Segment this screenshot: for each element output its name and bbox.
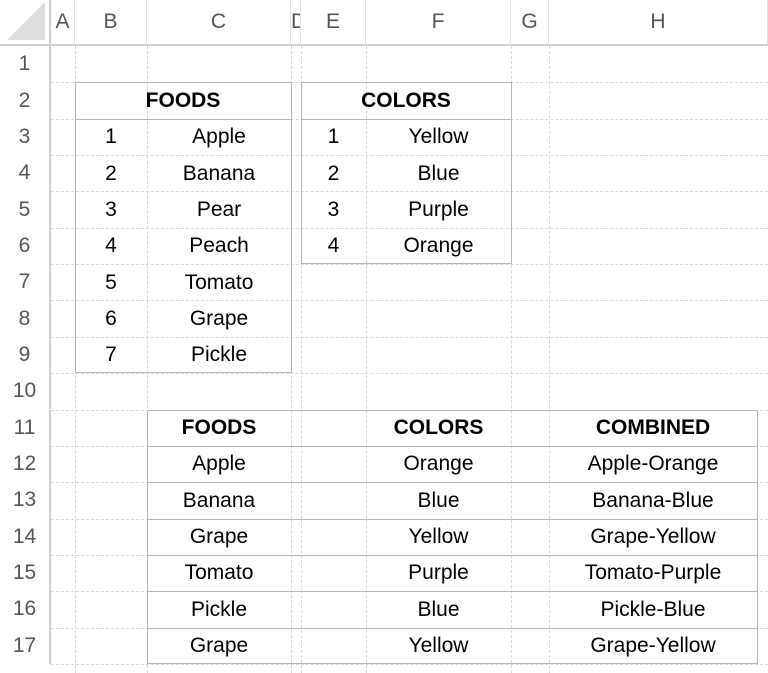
column-header-c[interactable]: C [147,0,291,46]
color-number[interactable]: 3 [327,197,340,221]
row-header-12[interactable]: 12 [0,445,51,483]
row-header-15[interactable]: 15 [0,554,51,592]
foods-table-header[interactable]: FOODS [145,88,221,112]
combined-row-divider [147,591,757,593]
row-header-6[interactable]: 6 [0,227,51,265]
food-name[interactable]: Banana [182,161,256,185]
gridline-horizontal [51,300,768,302]
colors-table-border [301,82,512,265]
colors-table-header[interactable]: COLORS [361,88,451,112]
combined-color[interactable]: Yellow [408,525,469,549]
column-header-f[interactable]: F [366,0,511,46]
gridline-horizontal [51,155,768,157]
food-name[interactable]: Grape [189,306,249,330]
food-name[interactable]: Pear [196,197,242,221]
color-number[interactable]: 4 [327,234,340,258]
row-header-2[interactable]: 2 [0,82,51,119]
color-name[interactable]: Orange [403,234,474,258]
gridline-vertical [366,46,367,673]
row-header-17[interactable]: 17 [0,627,51,664]
combined-row-divider [147,554,757,556]
gridline-vertical [301,46,302,673]
row-header-3[interactable]: 3 [0,118,51,156]
row-header-5[interactable]: 5 [0,191,51,228]
combined-row-divider [147,445,757,447]
combined-food[interactable]: Grape [189,525,249,549]
gridline-horizontal [51,264,768,266]
combined-food[interactable]: Tomato [184,561,254,585]
combined-color[interactable]: Blue [417,597,460,621]
row-header-11[interactable]: 11 [0,409,51,446]
column-header-h[interactable]: H [549,0,768,46]
combined-food[interactable]: Grape [189,634,249,658]
color-number[interactable]: 2 [327,161,340,185]
combined-food[interactable]: Apple [192,452,246,476]
gridline-horizontal [51,373,768,375]
select-all-corner[interactable] [0,0,51,46]
row-header-8[interactable]: 8 [0,300,51,337]
combined-row-divider [147,627,757,629]
combined-result[interactable]: Tomato-Purple [584,561,722,585]
foods-header-underline [75,118,291,120]
combined-row-divider [147,482,757,484]
row-header-1[interactable]: 1 [0,46,51,83]
color-number[interactable]: 1 [327,125,340,149]
gridline-horizontal [51,191,768,193]
column-header-a[interactable]: A [51,0,75,46]
combined-row-divider [147,518,757,520]
food-number[interactable]: 7 [105,343,117,367]
combined-color[interactable]: Blue [417,488,460,512]
gridline-vertical [549,46,550,673]
combined-header-foods[interactable]: FOODS [181,416,257,439]
foods-table-border [75,82,292,374]
food-number[interactable]: 4 [105,234,117,258]
row-header-16[interactable]: 16 [0,591,51,628]
column-header-g[interactable]: G [511,0,549,46]
combined-color[interactable]: Yellow [408,634,469,658]
food-name[interactable]: Apple [192,125,246,149]
gridline-vertical [147,46,148,673]
row-header-4[interactable]: 4 [0,155,51,192]
combined-color[interactable]: Purple [408,561,469,585]
gridline-vertical [511,46,512,673]
food-number[interactable]: 2 [105,161,117,185]
food-name[interactable]: Peach [189,234,249,258]
gridline-horizontal [51,663,768,665]
food-name[interactable]: Pickle [190,343,248,367]
combined-result[interactable]: Grape-Yellow [590,525,716,549]
combined-result[interactable]: Grape-Yellow [590,634,716,658]
combined-food[interactable]: Pickle [190,597,248,621]
color-name[interactable]: Yellow [408,125,469,149]
combined-header-colors[interactable]: COLORS [393,416,484,439]
color-name[interactable]: Blue [417,161,460,185]
combined-result[interactable]: Apple-Orange [587,452,719,476]
combined-result[interactable]: Banana-Blue [592,488,714,512]
food-number[interactable]: 6 [105,306,117,330]
row-header-14[interactable]: 14 [0,518,51,555]
row-header-13[interactable]: 13 [0,482,51,519]
food-number[interactable]: 3 [105,197,117,221]
combined-color[interactable]: Orange [403,452,474,476]
gridline-horizontal [51,227,768,229]
food-number[interactable]: 1 [105,125,117,149]
row-header-10[interactable]: 10 [0,373,51,410]
colors-header-underline [301,118,511,120]
combined-header-combined[interactable]: COMBINED [595,416,711,439]
column-header-b[interactable]: B [75,0,147,46]
color-name[interactable]: Purple [408,197,469,221]
gridline-horizontal [51,336,768,338]
column-header-e[interactable]: E [301,0,366,46]
row-header-7[interactable]: 7 [0,264,51,301]
column-header-d[interactable]: D [291,0,301,46]
food-number[interactable]: 5 [105,270,117,294]
row-header-9[interactable]: 9 [0,336,51,374]
combined-table-border [147,409,758,664]
combined-food[interactable]: Banana [182,488,256,512]
combined-result[interactable]: Pickle-Blue [600,597,706,621]
food-name[interactable]: Tomato [184,270,254,294]
